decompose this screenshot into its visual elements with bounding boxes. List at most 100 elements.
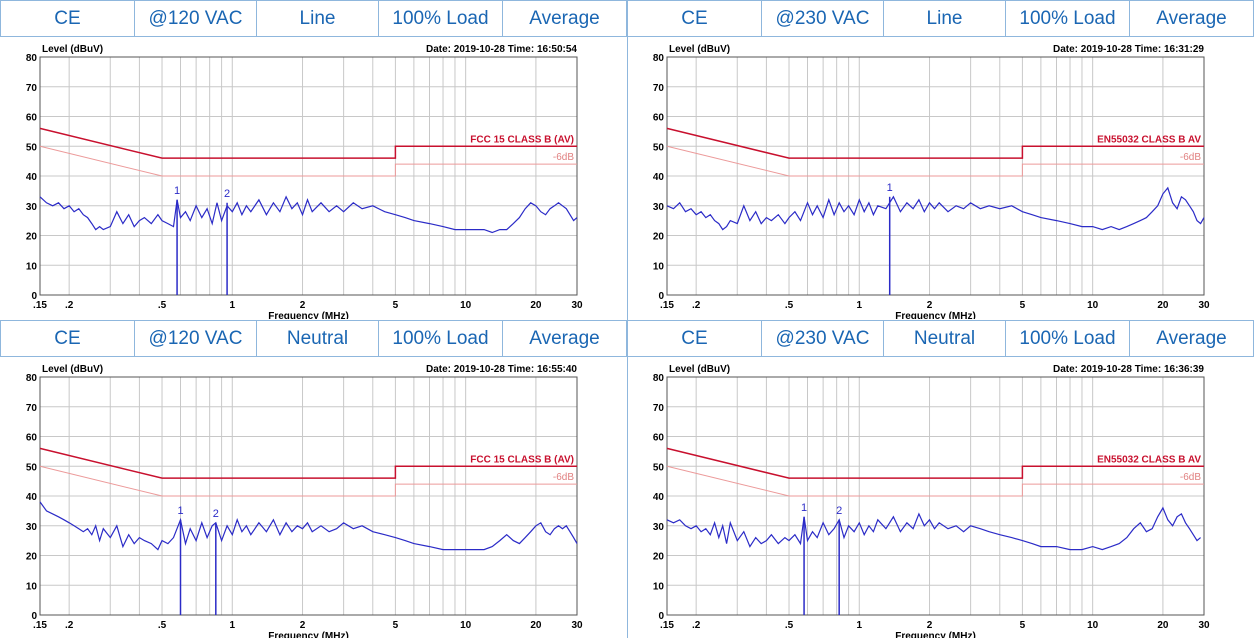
header-cell-voltage: @120 VAC bbox=[135, 1, 257, 36]
y-tick-label: 50 bbox=[26, 142, 38, 153]
y-tick-label: 0 bbox=[658, 291, 664, 302]
y-tick-label: 30 bbox=[26, 522, 38, 533]
x-tick-label: 10 bbox=[1087, 300, 1099, 311]
x-tick-label: 10 bbox=[460, 620, 472, 631]
y-tick-label: 20 bbox=[653, 552, 665, 563]
emission-chart-svg: Level (dBuV) Date: 2019-10-28 Time: 16:50… bbox=[26, 44, 583, 319]
header-cell-test-type: CE bbox=[1, 321, 135, 356]
x-tick-label: 30 bbox=[1198, 300, 1210, 311]
marker-label: 1 bbox=[801, 502, 807, 514]
x-tick-label: .15 bbox=[33, 620, 47, 631]
y-tick-label: 40 bbox=[653, 492, 665, 503]
plot-frame bbox=[666, 56, 1205, 296]
x-axis-label: Frequency (MHz) bbox=[895, 311, 976, 319]
panel-divider bbox=[627, 0, 628, 638]
emission-chart-svg: Level (dBuV) Date: 2019-10-28 Time: 16:55… bbox=[26, 364, 583, 638]
x-tick-label: .5 bbox=[158, 620, 167, 631]
header-bar-top-left: CE @120 VAC Line 100% Load Average bbox=[0, 0, 627, 37]
limit-line bbox=[39, 127, 577, 159]
x-tick-label: .15 bbox=[660, 300, 674, 311]
x-tick-label: .2 bbox=[692, 620, 701, 631]
header-cell-conductor: Line bbox=[257, 1, 379, 36]
x-tick-label: 5 bbox=[393, 620, 399, 631]
y-tick-label: 70 bbox=[26, 83, 38, 94]
x-tick-label: 10 bbox=[460, 300, 472, 311]
date-time-stamp: Date: 2019-10-28 Time: 16:31:29 bbox=[1053, 44, 1204, 55]
x-tick-label: .2 bbox=[65, 620, 74, 631]
marker-label: 1 bbox=[174, 185, 180, 197]
marker-label: 2 bbox=[224, 188, 230, 200]
marker-label: 2 bbox=[213, 508, 219, 520]
emission-chart-230vac-neutral: Level (dBuV) Date: 2019-10-28 Time: 16:36… bbox=[627, 357, 1254, 639]
y-tick-label: 0 bbox=[658, 611, 664, 622]
emission-chart-svg: Level (dBuV) Date: 2019-10-28 Time: 16:36… bbox=[653, 364, 1210, 638]
x-tick-label: .15 bbox=[660, 620, 674, 631]
measurement-trace bbox=[39, 195, 578, 234]
limit-name-label: FCC 15 CLASS B (AV) bbox=[470, 454, 574, 465]
limit-line-minus-6db bbox=[39, 145, 577, 177]
limit-name-label: EN55032 CLASS B AV bbox=[1097, 454, 1201, 465]
y-tick-label: 80 bbox=[26, 53, 38, 64]
plot-frame bbox=[39, 376, 578, 616]
x-tick-label: .5 bbox=[785, 620, 794, 631]
x-axis-label: Frequency (MHz) bbox=[268, 311, 349, 319]
y-tick-label: 30 bbox=[653, 522, 665, 533]
y-tick-label: 60 bbox=[26, 433, 38, 444]
marker-label: 1 bbox=[887, 182, 893, 194]
x-tick-label: .15 bbox=[33, 300, 47, 311]
header-cell-test-type: CE bbox=[1, 1, 135, 36]
y-tick-label: 60 bbox=[653, 113, 665, 124]
header-cell-detector: Average bbox=[1156, 7, 1227, 29]
header-bar-bottom-left: CE @120 VAC Neutral 100% Load Average bbox=[0, 320, 627, 357]
y-tick-label: 40 bbox=[26, 172, 38, 183]
y-tick-label: 60 bbox=[653, 433, 665, 444]
x-tick-label: 2 bbox=[300, 620, 306, 631]
limit-line-minus-6db bbox=[39, 465, 577, 497]
y-tick-label: 60 bbox=[26, 113, 38, 124]
y-tick-label: 70 bbox=[26, 403, 38, 414]
x-tick-label: .2 bbox=[692, 300, 701, 311]
x-tick-label: 1 bbox=[856, 300, 862, 311]
x-tick-label: 20 bbox=[1157, 300, 1169, 311]
y-tick-label: 70 bbox=[653, 83, 665, 94]
header-cell-voltage: @230 VAC bbox=[762, 1, 884, 36]
y-tick-label: 80 bbox=[653, 53, 665, 64]
x-tick-label: 5 bbox=[1020, 300, 1026, 311]
header-cell-detector: Average bbox=[529, 7, 600, 29]
x-tick-label: 2 bbox=[927, 620, 933, 631]
plot-frame bbox=[39, 56, 578, 296]
header-cell-load: 100% Load bbox=[1006, 1, 1130, 36]
limit-line-minus-6db bbox=[666, 465, 1204, 497]
emission-chart-120vac-neutral: Level (dBuV) Date: 2019-10-28 Time: 16:55… bbox=[0, 357, 627, 639]
y-tick-label: 20 bbox=[653, 232, 665, 243]
x-axis-label: Frequency (MHz) bbox=[895, 631, 976, 638]
header-cell-load: 100% Load bbox=[379, 321, 503, 356]
limit-name-label: EN55032 CLASS B AV bbox=[1097, 134, 1201, 145]
y-axis-label: Level (dBuV) bbox=[42, 364, 103, 375]
measurement-trace bbox=[666, 506, 1201, 551]
y-axis-label: Level (dBuV) bbox=[669, 44, 730, 55]
y-tick-label: 50 bbox=[26, 462, 38, 473]
x-tick-label: .5 bbox=[785, 300, 794, 311]
x-tick-label: .5 bbox=[158, 300, 167, 311]
emission-chart-230vac-line: Level (dBuV) Date: 2019-10-28 Time: 16:31… bbox=[627, 37, 1254, 319]
x-tick-label: 2 bbox=[300, 300, 306, 311]
limit-name-label: FCC 15 CLASS B (AV) bbox=[470, 134, 574, 145]
y-tick-label: 10 bbox=[653, 581, 665, 592]
x-tick-label: 20 bbox=[530, 620, 542, 631]
y-tick-label: 50 bbox=[653, 142, 665, 153]
y-axis-label: Level (dBuV) bbox=[669, 364, 730, 375]
y-tick-label: 70 bbox=[653, 403, 665, 414]
offset-name-label: -6dB bbox=[553, 152, 574, 163]
date-time-stamp: Date: 2019-10-28 Time: 16:50:54 bbox=[426, 44, 577, 55]
header-cell-detector: Average bbox=[1156, 327, 1227, 349]
header-cell-conductor: Neutral bbox=[884, 321, 1006, 356]
y-tick-label: 10 bbox=[26, 581, 38, 592]
y-tick-label: 30 bbox=[653, 202, 665, 213]
offset-name-label: -6dB bbox=[1180, 152, 1201, 163]
limit-line-minus-6db bbox=[666, 145, 1204, 177]
y-tick-label: 10 bbox=[653, 261, 665, 272]
x-tick-label: 30 bbox=[571, 300, 583, 311]
x-tick-label: 20 bbox=[530, 300, 542, 311]
header-cell-conductor: Line bbox=[884, 1, 1006, 36]
